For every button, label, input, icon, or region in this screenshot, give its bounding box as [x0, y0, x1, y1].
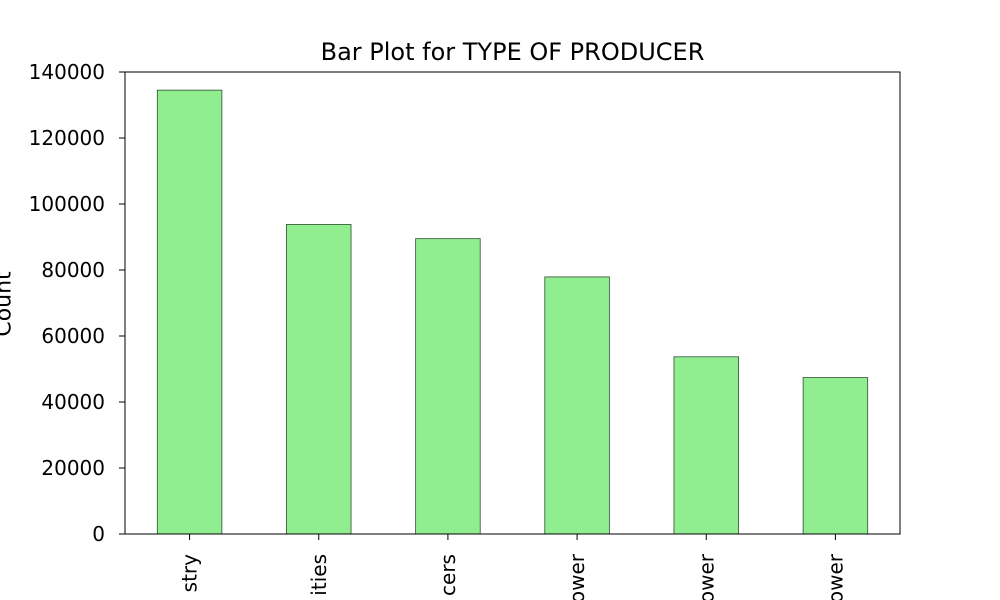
bar-5: [802, 377, 869, 535]
bar-0: [156, 89, 223, 535]
y-tick-label-7: 140000: [29, 60, 105, 84]
bar-2: [415, 238, 481, 535]
bar-1: [286, 224, 352, 535]
x-tick-label-4: ower: [694, 553, 718, 600]
x-tick-label-2: cers: [436, 554, 460, 596]
plot-frame: [124, 71, 901, 535]
x-tick-label-3: ower: [565, 553, 589, 600]
y-tick-label-1: 20000: [41, 456, 105, 480]
y-tick-label-2: 40000: [41, 390, 105, 414]
bar-3: [544, 276, 610, 535]
y-tick-label-6: 120000: [29, 126, 105, 150]
y-tick-label-4: 80000: [41, 258, 105, 282]
y-tick-label-5: 100000: [29, 192, 105, 216]
x-tick-label-0: stry: [178, 554, 202, 592]
x-tick-label-1: ities: [307, 554, 331, 596]
y-tick-label-3: 60000: [41, 324, 105, 348]
y-tick-label-0: 0: [92, 522, 105, 546]
bar-4: [673, 356, 739, 535]
chart-title: Bar Plot for TYPE OF PRODUCER: [320, 38, 705, 66]
x-tick-label-5: ower: [823, 553, 847, 600]
